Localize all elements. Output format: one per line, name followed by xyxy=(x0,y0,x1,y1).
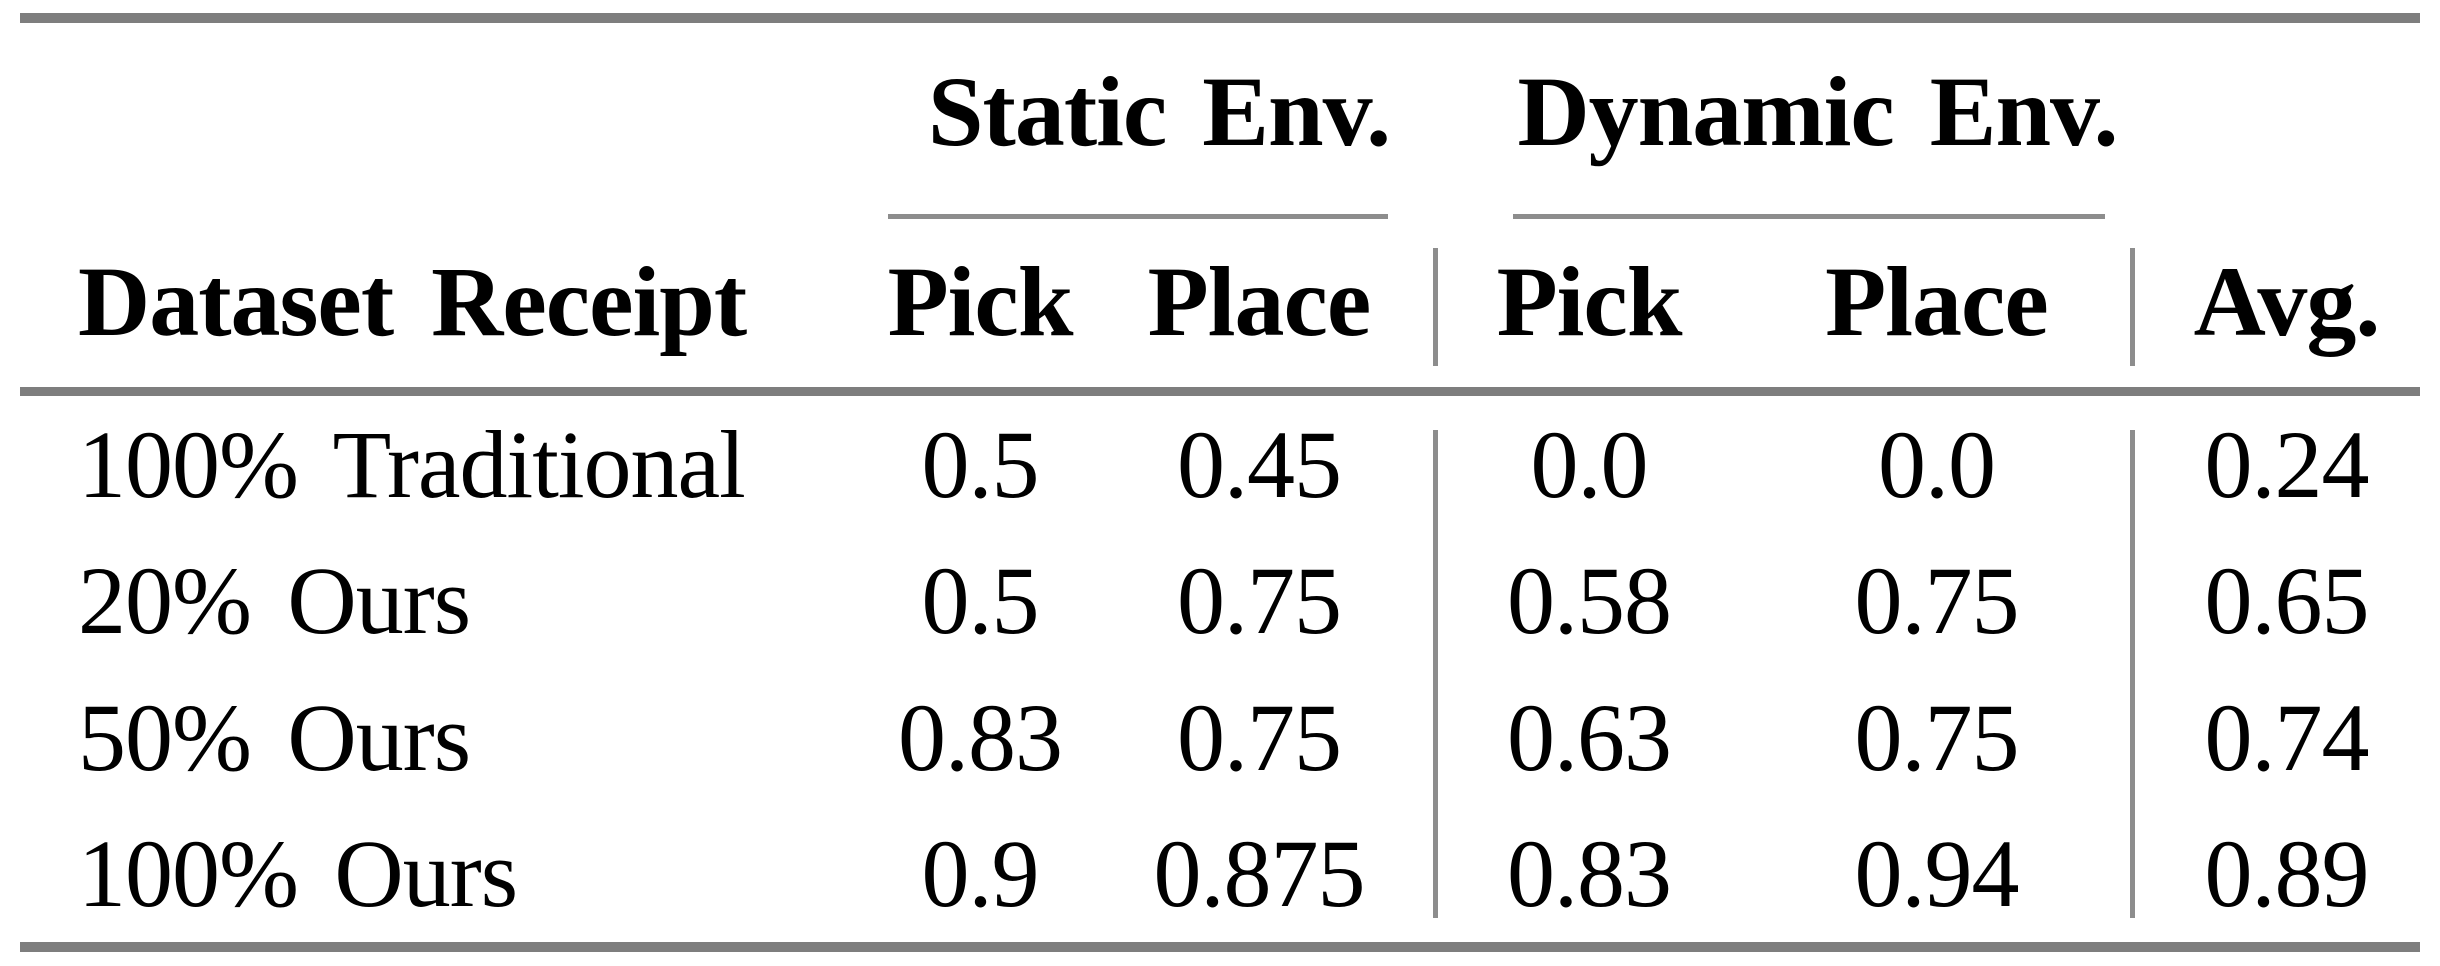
vertical-rule-static-dynamic-body xyxy=(1433,430,1438,918)
dynamic-pick-value: 0.0 xyxy=(1530,410,1649,518)
vertical-rule-avg-header xyxy=(2130,248,2135,366)
table-row: 100% Traditional 0.5 0.45 0.0 0.0 0.24 xyxy=(0,396,2440,533)
bottom-rule xyxy=(20,942,2420,952)
static-place-value: 0.75 xyxy=(1177,683,1342,791)
static-place-value: 0.875 xyxy=(1153,820,1366,928)
row-label: 100% Traditional xyxy=(78,410,746,518)
column-header-row: Dataset Receipt Pick Place Pick Place Av… xyxy=(0,240,2440,362)
dynamic-place-value: 0.94 xyxy=(1854,820,2020,928)
static-pick-value: 0.9 xyxy=(921,820,1040,928)
table-row: 50% Ours 0.83 0.75 0.63 0.75 0.74 xyxy=(0,669,2440,806)
static-pick-value: 0.5 xyxy=(921,547,1040,655)
row-label: 20% Ours xyxy=(78,547,471,655)
column-header-dataset-receipt: Dataset Receipt xyxy=(78,245,747,357)
cmidrule-static-env xyxy=(888,214,1388,219)
vertical-rule-avg-body xyxy=(2130,430,2135,918)
dynamic-place-value: 0.75 xyxy=(1854,547,2020,655)
dynamic-pick-value: 0.83 xyxy=(1507,820,1672,928)
dynamic-pick-value: 0.58 xyxy=(1507,547,1672,655)
avg-value: 0.89 xyxy=(2204,820,2370,928)
table-row: 20% Ours 0.5 0.75 0.58 0.75 0.65 xyxy=(0,533,2440,670)
avg-value: 0.74 xyxy=(2204,683,2370,791)
column-header-dynamic-place: Place xyxy=(1825,245,2049,357)
dynamic-pick-value: 0.63 xyxy=(1507,683,1672,791)
static-pick-value: 0.83 xyxy=(898,683,1063,791)
row-label: 50% Ours xyxy=(78,683,471,791)
avg-value: 0.24 xyxy=(2204,410,2370,518)
static-pick-value: 0.5 xyxy=(921,410,1040,518)
top-rule xyxy=(20,13,2420,23)
static-place-value: 0.75 xyxy=(1177,547,1342,655)
column-group-dynamic-env: Dynamic Env. xyxy=(1517,55,2118,167)
table-row: 100% Ours 0.9 0.875 0.83 0.94 0.89 xyxy=(0,806,2440,943)
avg-value: 0.65 xyxy=(2204,547,2370,655)
table-body: 100% Traditional 0.5 0.45 0.0 0.0 0.24 2… xyxy=(0,396,2440,942)
column-group-header-row: Static Env. Dynamic Env. xyxy=(0,48,2440,174)
column-header-static-place: Place xyxy=(1147,245,1372,357)
column-group-static-env: Static Env. xyxy=(927,55,1391,167)
vertical-rule-static-dynamic-header xyxy=(1433,248,1438,366)
row-label: 100% Ours xyxy=(78,820,518,928)
column-header-dynamic-pick: Pick xyxy=(1496,245,1683,357)
cmidrule-dynamic-env xyxy=(1513,214,2105,219)
static-place-value: 0.45 xyxy=(1177,410,1342,518)
mid-rule xyxy=(20,387,2420,396)
dynamic-place-value: 0.0 xyxy=(1878,410,1996,518)
dynamic-place-value: 0.75 xyxy=(1854,683,2020,791)
column-header-avg: Avg. xyxy=(2193,245,2381,357)
column-header-static-pick: Pick xyxy=(887,245,1074,357)
